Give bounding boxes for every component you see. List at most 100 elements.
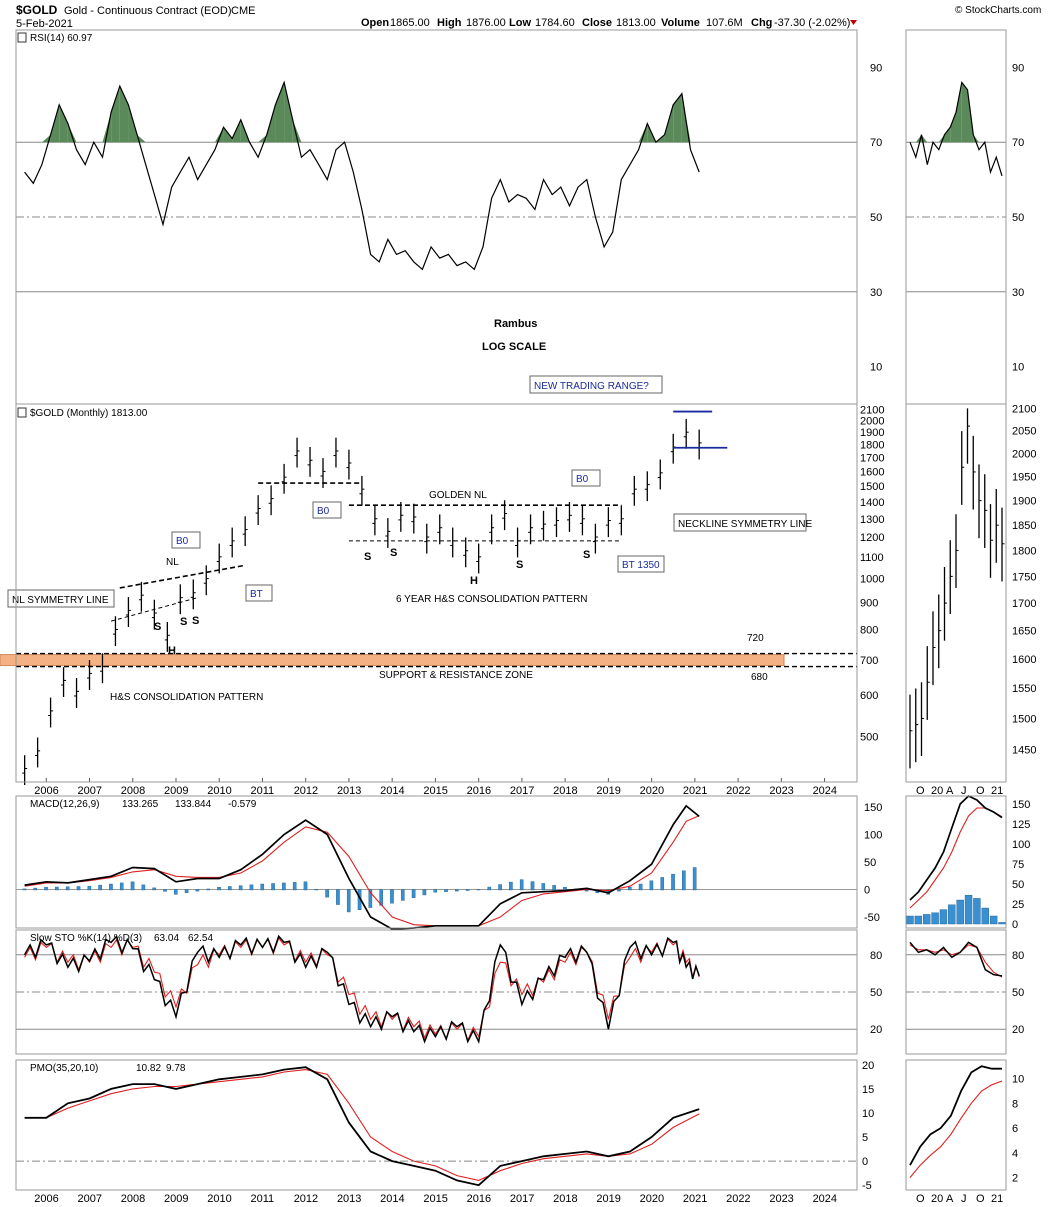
macd-histogram-bar	[455, 889, 459, 892]
inset-macd-tick-label: 75	[1012, 859, 1024, 871]
pmo-title: PMO(35,20,10)	[30, 1063, 98, 1074]
inset-sto-tick-label: 50	[1012, 987, 1024, 999]
macd-histogram-bar	[444, 889, 448, 892]
macd-histogram-bar	[292, 882, 297, 891]
macd-histogram-bar	[271, 883, 275, 891]
x-tick-label: 2008	[121, 1193, 145, 1205]
pattern-point-label: H	[470, 575, 478, 587]
sto-d-line	[24, 936, 700, 1042]
x-tick-label: 2009	[164, 785, 188, 797]
macd-histogram-bar	[660, 877, 665, 891]
macd-histogram-bar	[119, 882, 124, 891]
pmo-panel-frame	[15, 1059, 858, 1191]
breakout-annotation-2: B0	[317, 506, 330, 517]
x-tick-label: 2016	[467, 1193, 491, 1205]
pmo-value: 10.82	[136, 1063, 161, 1074]
sto-d-value: 62.54	[188, 933, 213, 944]
breakout-annotation-2-box	[312, 501, 342, 519]
price-tick-label: 1600	[860, 466, 884, 478]
inset-macd-tick-label: 50	[1012, 879, 1024, 891]
macd-tick-label: 150	[864, 802, 882, 814]
inset-rsi-tick-label: 10	[1012, 362, 1024, 374]
x-tick-label: 2020	[640, 1193, 664, 1205]
macd-histogram-bar	[195, 889, 200, 892]
macd-panel-frame	[15, 795, 858, 929]
resistance-value-label: 720	[747, 633, 764, 644]
breakout-annotation-1-box	[571, 469, 601, 487]
change-value: -37.30 (-2.02%)	[774, 17, 850, 29]
inset-rsi-tick-label: 30	[1012, 287, 1024, 299]
inset-price-tick-label: 1750	[1012, 571, 1036, 583]
sto-title: Slow STO %K(14) %D(3)	[30, 933, 142, 944]
support-resistance-label: SUPPORT & RESISTANCE ZONE	[379, 670, 533, 681]
macd-panel: 150 100 50 0 -50 MACD(12,26,9) 133.265 133.844 -…	[16, 799, 882, 930]
instrument-name: Gold - Continuous Contract (EOD)	[64, 5, 232, 17]
inset-macd-signal-line	[909, 807, 1003, 909]
breakout-annotation-1: B0	[576, 474, 589, 485]
x-tick-label: 2017	[510, 1193, 534, 1205]
inset-macd-frame	[905, 795, 1007, 929]
pmo-tick-label: 0	[862, 1156, 868, 1168]
pmo-tick-label: -5	[862, 1180, 872, 1192]
macd-tick-label: 50	[864, 857, 876, 869]
nl-symmetry-annotation: NL SYMMETRY LINE	[12, 595, 109, 606]
pmo-signal-value: 9.78	[166, 1063, 186, 1074]
backtest-1350-annotation-box	[617, 555, 665, 573]
inset-macd-histogram-bar	[981, 907, 989, 925]
macd-histogram-bar	[346, 889, 351, 913]
inset-rsi-overbought-fill	[961, 82, 968, 143]
inset-pmo-tick-label: 10	[1012, 1074, 1024, 1086]
inset-macd-histogram-bar	[956, 899, 964, 925]
inset-rsi-tick-label: 50	[1012, 212, 1024, 224]
golden-nl-label: GOLDEN NL	[429, 490, 487, 501]
inset-x-tick-label: 21	[991, 1193, 1003, 1205]
inset-price-tick-label: 1550	[1012, 683, 1036, 695]
price-tick-label: 1200	[860, 532, 884, 544]
inset-rsi-overbought-fill	[938, 134, 945, 143]
six-year-pattern-label: 6 YEAR H&S CONSOLIDATION PATTERN	[396, 594, 588, 605]
rsi-overbought-fill	[67, 123, 77, 143]
new-trading-range-annotation: NEW TRADING RANGE?	[534, 381, 649, 392]
pattern-point-label: S	[516, 559, 523, 571]
volume-label: Volume	[661, 17, 700, 29]
pmo-signal-line	[24, 1069, 700, 1181]
x-tick-label: 2014	[380, 785, 404, 797]
pattern-point-label: S	[390, 547, 397, 559]
inset-macd-histogram-bar	[998, 922, 1006, 925]
down-arrow-icon	[850, 20, 857, 25]
sto-tick-label: 80	[870, 950, 882, 962]
inset-price-tick-label: 2000	[1012, 448, 1036, 460]
macd-histogram-bar	[228, 886, 232, 891]
pattern-point-label: S	[154, 621, 161, 633]
inset-macd-histogram-bar	[931, 912, 939, 925]
macd-histogram-bar	[541, 883, 546, 891]
x-tick-label: 2011	[250, 1193, 274, 1205]
low-label: Low	[509, 17, 531, 29]
sto-panel: 80 50 20 Slow STO %K(14) %D(3) 63.04 62.54	[16, 933, 882, 1045]
inset-macd-histogram-bar	[989, 915, 998, 925]
price-title: $GOLD (Monthly) 1813.00	[30, 408, 148, 419]
inset-sto-panel: 80 50 20	[906, 941, 1024, 1036]
high-value: 1876.00	[466, 17, 506, 29]
macd-histogram-bar	[163, 889, 167, 892]
inset-x-tick-label: O	[976, 785, 985, 797]
macd-histogram-bar	[336, 889, 340, 905]
inset-macd-tick-label: 0	[1012, 919, 1018, 931]
macd-histogram-bar	[109, 883, 113, 891]
rsi-overbought-fill	[59, 104, 68, 143]
pattern-point-label: S	[180, 616, 187, 628]
support-value-label: 680	[751, 672, 768, 683]
x-tick-label: 2015	[423, 1193, 447, 1205]
macd-histogram-bar	[476, 889, 481, 891]
macd-histogram-bar	[173, 889, 178, 895]
price-tick-label: 700	[860, 655, 878, 667]
inset-x-tick-label: A	[946, 1193, 954, 1205]
macd-histogram-bar	[671, 873, 675, 891]
inset-x-tick-label: 21	[991, 785, 1003, 797]
macd-histogram-bar	[22, 888, 27, 891]
scale-annotation: LOG SCALE	[482, 341, 546, 353]
x-tick-label: 2007	[78, 785, 102, 797]
macd-histogram-bar	[55, 886, 59, 891]
macd-histogram-bar	[65, 886, 70, 891]
